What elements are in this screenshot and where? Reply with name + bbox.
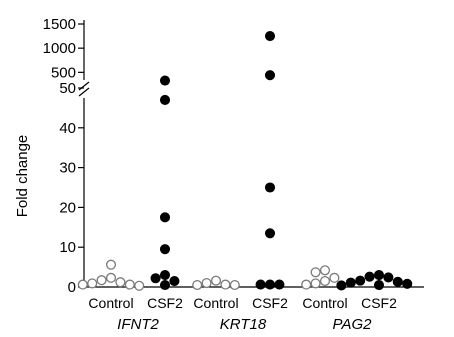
y-tick-label: 500 (51, 64, 76, 81)
data-point (255, 279, 266, 290)
data-point (373, 270, 385, 281)
data-point (229, 279, 240, 291)
category-label: Control (193, 295, 238, 311)
axis-break-mark (78, 87, 90, 97)
category-label: CSF2 (252, 295, 288, 311)
gene-label: IFNT2 (117, 316, 159, 333)
data-point (201, 277, 212, 289)
data-point (115, 277, 126, 288)
data-point (220, 279, 231, 290)
data-point (264, 182, 276, 193)
data-point (310, 278, 321, 289)
y-tick-label: 50 (59, 80, 76, 97)
data-point (319, 265, 331, 276)
y-axis-title: Fold change (14, 135, 31, 218)
gene-label: KRT18 (220, 316, 267, 333)
data-point (105, 259, 117, 270)
data-point (192, 279, 203, 291)
data-point (345, 277, 356, 288)
category-label: Control (302, 295, 347, 311)
data-point (105, 272, 117, 283)
category-label: Control (88, 295, 133, 311)
data-point (301, 279, 312, 290)
data-point (134, 280, 145, 291)
data-point (210, 275, 222, 286)
data-point (329, 272, 340, 283)
data-point (159, 244, 171, 255)
data-point (310, 267, 321, 278)
y-tick-label: 1000 (43, 40, 76, 57)
data-point (336, 280, 347, 291)
y-tick-label: 40 (59, 120, 76, 137)
data-point (373, 279, 385, 291)
category-label: CSF2 (361, 295, 397, 311)
data-point (383, 272, 394, 283)
data-point (159, 270, 171, 281)
data-point (364, 271, 375, 282)
gene-label: PAG2 (333, 316, 373, 333)
data-point (159, 94, 171, 105)
data-point (355, 275, 366, 286)
data-point (87, 278, 98, 289)
y-tick-label: 30 (59, 160, 76, 177)
data-point (159, 75, 171, 86)
y-tick-label: 1500 (43, 16, 76, 33)
y-tick-label: 0 (68, 279, 76, 296)
data-point (159, 279, 171, 291)
data-point (274, 279, 285, 290)
data-point (319, 275, 331, 287)
data-point (159, 212, 171, 223)
y-tick-label: 20 (59, 199, 76, 216)
category-label: CSF2 (147, 295, 183, 311)
data-point (96, 275, 107, 286)
data-point (264, 31, 276, 42)
data-point (169, 275, 180, 287)
axis-break-mark (78, 81, 90, 91)
data-point (77, 279, 88, 290)
data-point (264, 279, 276, 290)
data-point (392, 276, 403, 287)
data-point (402, 278, 413, 289)
data-point (124, 279, 135, 290)
points-layer (77, 31, 413, 291)
data-point (150, 273, 161, 284)
data-point (264, 70, 276, 81)
y-tick-label: 10 (59, 239, 76, 256)
data-point (264, 228, 276, 239)
